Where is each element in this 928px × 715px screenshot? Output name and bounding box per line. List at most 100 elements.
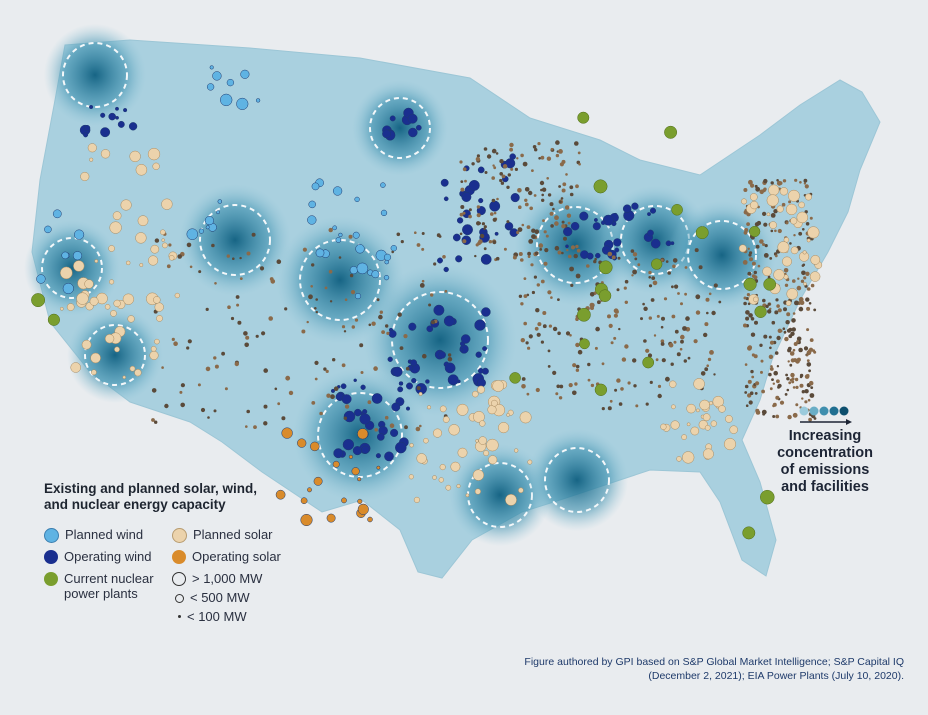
- facility-marker: [447, 353, 452, 357]
- facility-marker: [546, 177, 549, 180]
- planned-solar-marker: [139, 263, 144, 267]
- planned-wind-marker: [61, 251, 69, 260]
- facility-marker: [633, 384, 637, 388]
- facility-marker: [554, 215, 559, 221]
- facility-marker: [493, 166, 497, 170]
- facility-marker: [776, 379, 780, 384]
- facility-marker: [569, 185, 574, 190]
- facility-marker: [474, 254, 477, 258]
- planned-solar-marker: [782, 256, 792, 267]
- planned-wind-marker: [36, 274, 46, 284]
- facility-marker: [555, 392, 559, 396]
- facility-marker: [205, 307, 209, 311]
- facility-marker: [755, 381, 760, 386]
- facility-marker: [747, 345, 752, 351]
- facility-marker: [323, 367, 327, 371]
- facility-marker: [744, 228, 749, 232]
- facility-marker: [673, 340, 677, 344]
- operating-solar-marker: [307, 487, 312, 493]
- hotspot-ring: [687, 220, 757, 290]
- facility-marker: [578, 162, 581, 166]
- planned-solar-marker: [90, 352, 101, 364]
- nuclear-marker: [598, 289, 612, 302]
- planned-solar-marker: [498, 422, 510, 434]
- facility-marker: [245, 335, 250, 340]
- operating-wind-marker: [459, 348, 464, 352]
- facility-marker: [747, 379, 752, 384]
- gradient-swatch: [799, 406, 809, 416]
- hotspot-shade: [667, 200, 777, 310]
- operating-wind-marker: [468, 179, 480, 191]
- operating-wind-marker: [83, 132, 89, 138]
- planned-solar-marker: [776, 205, 784, 213]
- planned-solar-marker: [418, 391, 423, 396]
- planned-solar-marker: [527, 459, 533, 465]
- operating-solar-marker: [351, 467, 360, 476]
- planned-solar-marker: [134, 369, 142, 377]
- facility-marker: [769, 257, 773, 260]
- facility-marker: [491, 198, 496, 203]
- facility-marker: [550, 224, 554, 228]
- facility-marker: [711, 310, 716, 316]
- facility-marker: [405, 366, 410, 371]
- planned-wind-marker: [216, 210, 220, 215]
- facility-marker: [187, 339, 192, 344]
- large-circle-icon: [172, 572, 186, 586]
- facility-marker: [310, 285, 314, 288]
- facility-marker: [359, 343, 364, 348]
- facility-marker: [747, 247, 750, 250]
- hotspot-ring: [199, 204, 271, 276]
- planned-solar-marker: [519, 411, 532, 424]
- planned-solar-marker: [156, 315, 163, 322]
- facility-marker: [674, 329, 679, 334]
- operating-wind-marker: [563, 226, 573, 237]
- planned-solar-marker: [809, 271, 821, 282]
- facility-marker: [627, 381, 631, 385]
- facility-marker: [802, 228, 805, 231]
- facility-marker: [568, 254, 572, 259]
- facility-marker: [601, 407, 605, 411]
- hotspot-ring: [84, 324, 146, 386]
- operating-wind-marker: [475, 351, 482, 358]
- facility-marker: [783, 330, 787, 334]
- facility-marker: [749, 257, 753, 262]
- facility-marker: [813, 350, 817, 354]
- facility-marker: [803, 178, 808, 183]
- facility-marker: [173, 341, 178, 347]
- operating-wind-marker: [371, 393, 383, 404]
- planned-wind-marker: [380, 182, 386, 188]
- planned-solar-marker: [408, 474, 414, 480]
- facility-marker: [806, 362, 812, 367]
- operating-wind-marker: [415, 124, 422, 131]
- planned-solar-marker: [803, 282, 807, 286]
- planned-solar-marker: [785, 300, 792, 306]
- facility-marker: [501, 174, 506, 179]
- facility-marker: [587, 378, 591, 382]
- operating-wind-marker: [477, 166, 485, 174]
- facility-marker: [748, 253, 752, 257]
- planned-solar-marker: [70, 362, 81, 373]
- planned-solar-marker: [790, 246, 799, 255]
- facility-marker: [655, 358, 659, 362]
- facility-marker: [680, 302, 683, 306]
- legend-operating-wind: Operating wind: [44, 549, 151, 564]
- gradient-swatch: [829, 406, 839, 416]
- facility-marker: [330, 394, 335, 400]
- legend-size-large: > 1,000 MW: [172, 571, 262, 586]
- facility-marker: [530, 263, 534, 267]
- facility-marker: [481, 222, 485, 226]
- planned-wind-marker: [356, 262, 369, 275]
- planned-wind-marker: [311, 182, 320, 191]
- facility-marker: [263, 368, 269, 373]
- operating-wind-marker: [84, 124, 91, 132]
- facility-marker: [769, 387, 773, 391]
- facility-marker: [549, 202, 554, 207]
- facility-marker: [589, 302, 595, 308]
- facility-marker: [488, 240, 493, 244]
- planned-solar-marker: [87, 143, 97, 153]
- facility-marker: [547, 193, 552, 197]
- facility-marker: [624, 279, 629, 284]
- facility-marker: [663, 297, 668, 301]
- facility-marker: [792, 279, 796, 283]
- medium-circle-icon: [175, 594, 184, 603]
